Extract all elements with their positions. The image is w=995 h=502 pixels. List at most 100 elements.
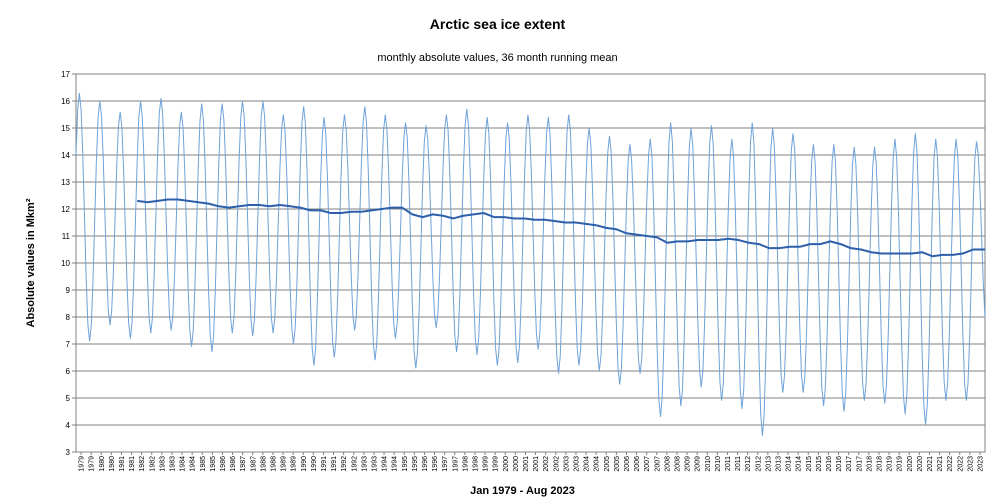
x-tick-label: 2014 [786, 456, 793, 472]
x-tick-label: 2000 [513, 456, 520, 472]
x-tick-label: 2020 [907, 456, 914, 472]
x-tick-label: 2006 [634, 456, 641, 472]
x-tick-label: 1985 [200, 456, 207, 472]
x-tick-label: 2019 [897, 456, 904, 472]
x-tick-label: 2018 [866, 456, 873, 472]
x-tick-label: 1987 [240, 456, 247, 472]
x-tick-label: 1989 [291, 456, 298, 472]
x-tick-label: 2016 [836, 456, 843, 472]
x-tick-label: 2001 [523, 456, 530, 472]
x-tick-label: 1982 [139, 456, 146, 472]
x-tick-label: 1997 [452, 456, 459, 472]
x-tick-label: 2005 [604, 456, 611, 472]
series-line-monthly-values [75, 92, 986, 436]
x-tick-label: 1991 [321, 456, 328, 472]
x-tick-label: 2007 [654, 456, 661, 472]
x-tick-label: 2009 [695, 456, 702, 472]
x-tick-label: 2005 [614, 456, 621, 472]
x-tick-label: 2003 [573, 456, 580, 472]
x-tick-label: 1989 [281, 456, 288, 472]
x-tick-label: 1984 [190, 456, 197, 472]
x-tick-label: 2012 [755, 456, 762, 472]
x-tick-label: 2001 [533, 456, 540, 472]
x-tick-label: 2002 [553, 456, 560, 472]
x-tick-label: 1990 [311, 456, 318, 472]
x-tick-label: 2009 [685, 456, 692, 472]
y-tick-label: 13 [61, 178, 70, 187]
x-tick-label: 1980 [109, 456, 116, 472]
x-tick-label: 2014 [796, 456, 803, 472]
x-tick-label: 1995 [412, 456, 419, 472]
x-tick-label: 1998 [472, 456, 479, 472]
x-tick-label: 1988 [260, 456, 267, 472]
x-tick-label: 1993 [361, 456, 368, 472]
x-tick-label: 2003 [563, 456, 570, 472]
x-tick-label: 2020 [917, 456, 924, 472]
x-tick-label: 1993 [371, 456, 378, 472]
x-tick-label: 1994 [392, 456, 399, 472]
x-tick-label: 1997 [442, 456, 449, 472]
x-tick-label: 1983 [159, 456, 166, 472]
x-tick-label: 2018 [876, 456, 883, 472]
x-tick-label: 2006 [624, 456, 631, 472]
x-axis-ticks: 1979 1979 1980 1980 1981 1981 1982 1982 1983 1983… [79, 452, 984, 472]
y-tick-label: 8 [66, 313, 71, 322]
x-tick-label: 2015 [816, 456, 823, 472]
x-tick-label: 2021 [927, 456, 934, 472]
x-tick-label: 2017 [846, 456, 853, 472]
x-tick-label: 1981 [129, 456, 136, 472]
x-tick-label: 2011 [725, 456, 732, 471]
y-tick-label: 14 [61, 151, 70, 160]
x-tick-label: 2013 [765, 456, 772, 472]
x-tick-label: 1999 [483, 456, 490, 472]
x-tick-label: 1992 [351, 456, 358, 472]
y-tick-label: 11 [62, 232, 71, 241]
x-tick-label: 2012 [745, 456, 752, 472]
x-tick-label: 1999 [493, 456, 500, 472]
chart-subtitle: monthly absolute values, 36 month runnin… [377, 52, 618, 64]
y-tick-label: 16 [61, 97, 70, 106]
x-tick-label: 2023 [967, 456, 974, 472]
x-tick-label: 1984 [180, 456, 187, 472]
x-tick-label: 1987 [250, 456, 257, 472]
x-tick-label: 2008 [664, 456, 671, 472]
x-tick-label: 2022 [947, 456, 954, 472]
x-tick-label: 2022 [957, 456, 964, 472]
x-tick-label: 2017 [856, 456, 863, 472]
chart-title: Arctic sea ice extent [429, 16, 566, 32]
x-tick-label: 2015 [806, 456, 813, 472]
x-tick-label: 1986 [230, 456, 237, 472]
x-tick-label: 2008 [674, 456, 681, 472]
y-tick-label: 6 [66, 367, 71, 376]
x-tick-label: 1996 [422, 456, 429, 472]
y-tick-label: 5 [66, 394, 71, 403]
x-tick-label: 2016 [826, 456, 833, 472]
x-tick-label: 2019 [887, 456, 894, 472]
y-axis-ticks: 3 4 5 6 7 8 9 10 11 12 13 14 15 16 17 [61, 70, 76, 457]
x-tick-label: 2013 [775, 456, 782, 472]
x-tick-label: 2002 [543, 456, 550, 472]
x-tick-label: 1994 [382, 456, 389, 472]
x-tick-label: 1986 [220, 456, 227, 472]
x-tick-label: 1995 [402, 456, 409, 472]
x-tick-label: 2023 [977, 456, 984, 472]
x-tick-label: 1998 [462, 456, 469, 472]
x-tick-label: 1979 [79, 456, 86, 472]
x-tick-label: 2000 [503, 456, 510, 472]
x-tick-label: 1979 [89, 456, 96, 472]
y-tick-label: 9 [66, 286, 71, 295]
y-tick-label: 3 [66, 448, 71, 457]
y-tick-label: 12 [61, 205, 70, 214]
series-line-running-mean [137, 198, 985, 258]
series-lines [75, 92, 986, 436]
x-tick-label: 2021 [937, 456, 944, 472]
y-tick-label: 4 [66, 421, 71, 430]
x-tick-label: 2004 [594, 456, 601, 472]
x-tick-label: 1996 [432, 456, 439, 472]
x-tick-label: 1990 [301, 456, 308, 472]
y-tick-label: 17 [61, 70, 70, 79]
x-tick-label: 2011 [735, 456, 742, 471]
x-tick-label: 1991 [331, 456, 338, 472]
x-tick-label: 1982 [149, 456, 156, 472]
